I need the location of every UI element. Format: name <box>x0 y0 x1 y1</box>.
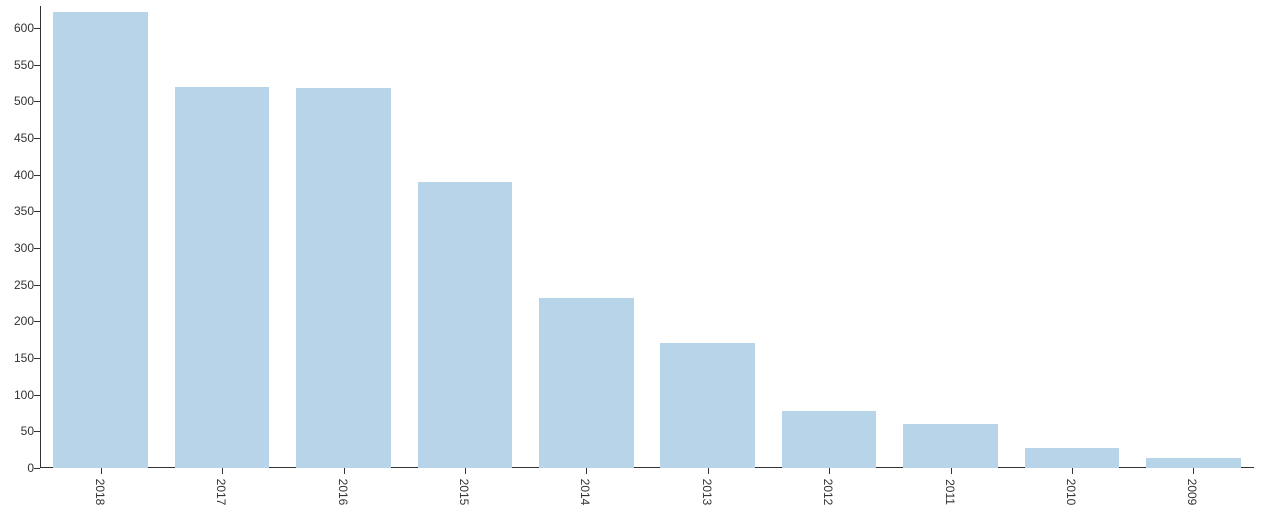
bar <box>1146 458 1241 468</box>
x-tick-label: 2015 <box>457 479 471 506</box>
x-tick-mark <box>708 468 709 474</box>
x-tick-label: 2018 <box>93 479 107 506</box>
bar <box>1025 448 1120 468</box>
y-tick-label: 300 <box>14 241 40 255</box>
y-tick-label: 200 <box>14 314 40 328</box>
y-tick-label: 600 <box>14 21 40 35</box>
y-tick-label: 250 <box>14 278 40 292</box>
x-tick-mark <box>1072 468 1073 474</box>
plot-area: 0501001502002503003504004505005506002018… <box>40 6 1254 468</box>
x-tick-mark <box>344 468 345 474</box>
x-tick-mark <box>586 468 587 474</box>
x-tick-label: 2011 <box>943 479 957 505</box>
bar-chart: 0 50 100 150 200 250 300 350 400 450 500 550 600 2018… <box>0 0 1270 516</box>
y-tick-label: 500 <box>14 94 40 108</box>
bar <box>296 88 391 468</box>
x-tick-label: 2014 <box>578 479 592 506</box>
bar <box>175 87 270 468</box>
x-tick-mark <box>222 468 223 474</box>
bar <box>539 298 634 468</box>
bar <box>782 411 877 468</box>
x-tick-label: 2009 <box>1185 479 1199 506</box>
y-axis-line <box>40 6 41 468</box>
x-tick-mark <box>465 468 466 474</box>
x-tick-mark <box>951 468 952 474</box>
y-tick-label: 150 <box>14 351 40 365</box>
x-tick-mark <box>829 468 830 474</box>
x-tick-label: 2013 <box>700 479 714 506</box>
x-tick-label: 2010 <box>1064 479 1078 506</box>
x-tick-label: 2012 <box>821 479 835 506</box>
y-tick-label: 0 <box>27 461 40 475</box>
bar <box>418 182 513 468</box>
x-tick-mark <box>101 468 102 474</box>
y-tick-label: 100 <box>14 388 40 402</box>
bar <box>903 424 998 468</box>
y-tick-label: 50 <box>21 424 40 438</box>
x-tick-label: 2017 <box>214 479 228 506</box>
y-tick-label: 450 <box>14 131 40 145</box>
bar <box>660 343 755 468</box>
y-tick-label: 350 <box>14 204 40 218</box>
y-tick-label: 550 <box>14 58 40 72</box>
x-tick-label: 2016 <box>336 479 350 506</box>
x-tick-mark <box>1193 468 1194 474</box>
y-tick-label: 400 <box>14 168 40 182</box>
bar <box>53 12 148 468</box>
